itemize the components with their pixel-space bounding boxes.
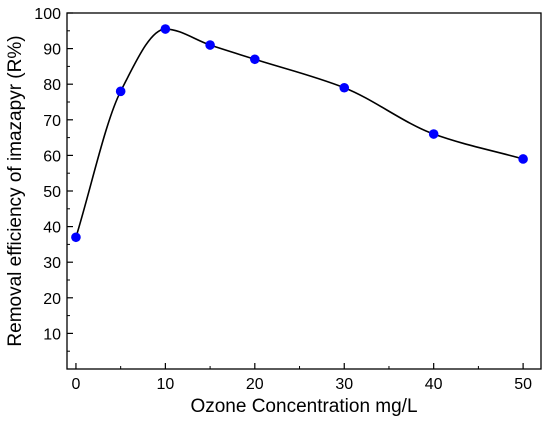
- x-tick-label: 20: [246, 376, 264, 393]
- data-point: [160, 24, 171, 34]
- y-tick-label: 30: [43, 255, 61, 272]
- y-tick-label: 80: [43, 77, 61, 94]
- series-line: [75, 28, 524, 238]
- data-point: [339, 82, 350, 93]
- y-tick-label: 40: [43, 220, 61, 237]
- y-tick-label: 90: [43, 42, 61, 59]
- data-point: [71, 232, 81, 243]
- plot-frame: [66, 12, 542, 370]
- axis-ticks: 0 10 20 30 40 50 10 20 30 40 50 60 70 80 90 100: [34, 6, 532, 393]
- x-tick-label: 40: [425, 376, 443, 393]
- data-point: [250, 54, 260, 65]
- data-point: [428, 129, 439, 139]
- y-tick-label: 50: [43, 184, 61, 201]
- y-tick-label: 100: [34, 6, 61, 23]
- x-tick-label: 50: [514, 376, 532, 393]
- data-point: [518, 154, 528, 164]
- series-points: [71, 24, 528, 243]
- y-tick-label: 70: [43, 113, 61, 130]
- x-tick-label: 10: [156, 376, 174, 393]
- y-tick-label: 60: [43, 148, 61, 165]
- data-point: [115, 86, 126, 97]
- x-tick-label: 0: [71, 376, 80, 393]
- data-point: [205, 40, 215, 50]
- y-axis-title: Removal efficiency of imazapyr (R%): [5, 35, 26, 346]
- y-tick-label: 10: [43, 326, 61, 343]
- y-tick-label: 20: [43, 291, 61, 308]
- x-axis-title: Ozone Concentration mg/L: [190, 396, 417, 417]
- x-tick-label: 30: [335, 376, 353, 393]
